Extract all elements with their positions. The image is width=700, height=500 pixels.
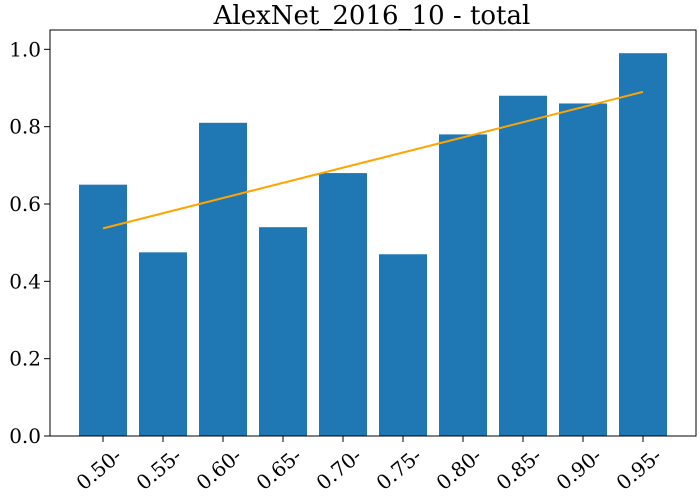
x-tick-label: 0.65- — [251, 443, 306, 494]
y-tick-label: 0.2 — [9, 347, 41, 371]
x-tick-label: 0.55- — [131, 443, 186, 494]
plot-area: 0.00.20.40.60.81.00.50- 0.55- 0.60- 0.65- 0.… — [9, 29, 697, 495]
bar-0.95- — [619, 53, 667, 436]
x-tick-label: 0.70- — [311, 443, 366, 494]
bar-0.50- — [79, 184, 127, 436]
x-tick-label: 0.85- — [491, 443, 546, 494]
x-tick-label: 0.90- — [551, 443, 606, 494]
x-tick-label: 0.95- — [611, 443, 666, 494]
x-tick-label: 0.50- — [71, 443, 126, 494]
y-tick-label: 0.6 — [9, 192, 41, 216]
y-tick-label: 0.0 — [9, 424, 41, 448]
y-tick-label: 1.0 — [9, 37, 41, 61]
bar-0.70- — [319, 173, 367, 437]
trend-line — [102, 90, 644, 230]
bar-0.90- — [559, 103, 607, 436]
bar-0.65- — [259, 227, 307, 436]
bar-0.55- — [139, 252, 187, 436]
x-tick-label: 0.80- — [431, 443, 486, 494]
y-tick-label: 0.4 — [9, 269, 41, 293]
x-tick-label: 0.60- — [191, 443, 246, 494]
bar-0.80- — [439, 134, 487, 436]
x-tick-label: 0.75- — [371, 443, 426, 494]
bar-0.60- — [199, 122, 247, 437]
y-tick-label: 0.8 — [9, 115, 41, 139]
chart-title: AlexNet_2016_10 - total — [213, 1, 531, 31]
bar-0.75- — [379, 254, 427, 436]
axes-frame — [49, 29, 697, 437]
bar-0.85- — [499, 95, 547, 436]
